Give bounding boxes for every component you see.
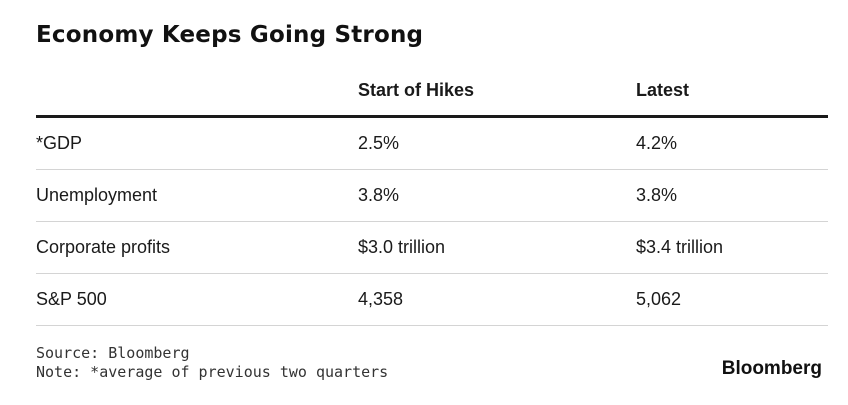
start-value: 4,358 [358, 289, 404, 309]
row-label: *GDP [36, 133, 83, 153]
start-value: 2.5% [358, 133, 400, 153]
table-row: S&P 500 4,358 5,062 [36, 274, 828, 326]
latest-value: $3.4 trillion [636, 237, 724, 257]
row-label: Corporate profits [36, 237, 171, 257]
footnote: Note: *average of previous two quarters [36, 363, 389, 381]
row-label: Unemployment [36, 185, 158, 205]
page-title: Economy Keeps Going Strong [36, 22, 424, 48]
footer-notes: Source: Bloomberg Note: *average of prev… [36, 344, 388, 382]
column-header-start-of-hikes: Start of Hikes [358, 80, 475, 100]
latest-value: 4.2% [636, 133, 678, 153]
table-row: *GDP 2.5% 4.2% [36, 118, 828, 170]
brand-logo: Bloomberg [721, 358, 822, 379]
start-value: $3.0 trillion [358, 237, 446, 257]
source-note: Source: Bloomberg [36, 344, 190, 362]
column-header-latest: Latest [636, 80, 690, 100]
latest-value: 3.8% [636, 185, 678, 205]
start-value: 3.8% [358, 185, 400, 205]
row-label: S&P 500 [36, 289, 107, 309]
table-row: Unemployment 3.8% 3.8% [36, 170, 828, 222]
table-row: Corporate profits $3.0 trillion $3.4 tri… [36, 222, 828, 274]
latest-value: 5,062 [636, 289, 682, 309]
table-header-row: Start of Hikes Latest [36, 66, 828, 118]
data-table: Start of Hikes Latest *GDP 2.5% 4.2% Une… [36, 66, 828, 326]
